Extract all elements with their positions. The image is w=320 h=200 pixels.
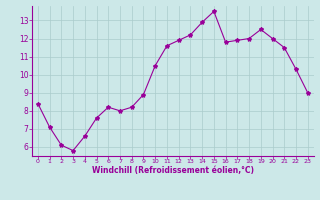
- X-axis label: Windchill (Refroidissement éolien,°C): Windchill (Refroidissement éolien,°C): [92, 166, 254, 175]
